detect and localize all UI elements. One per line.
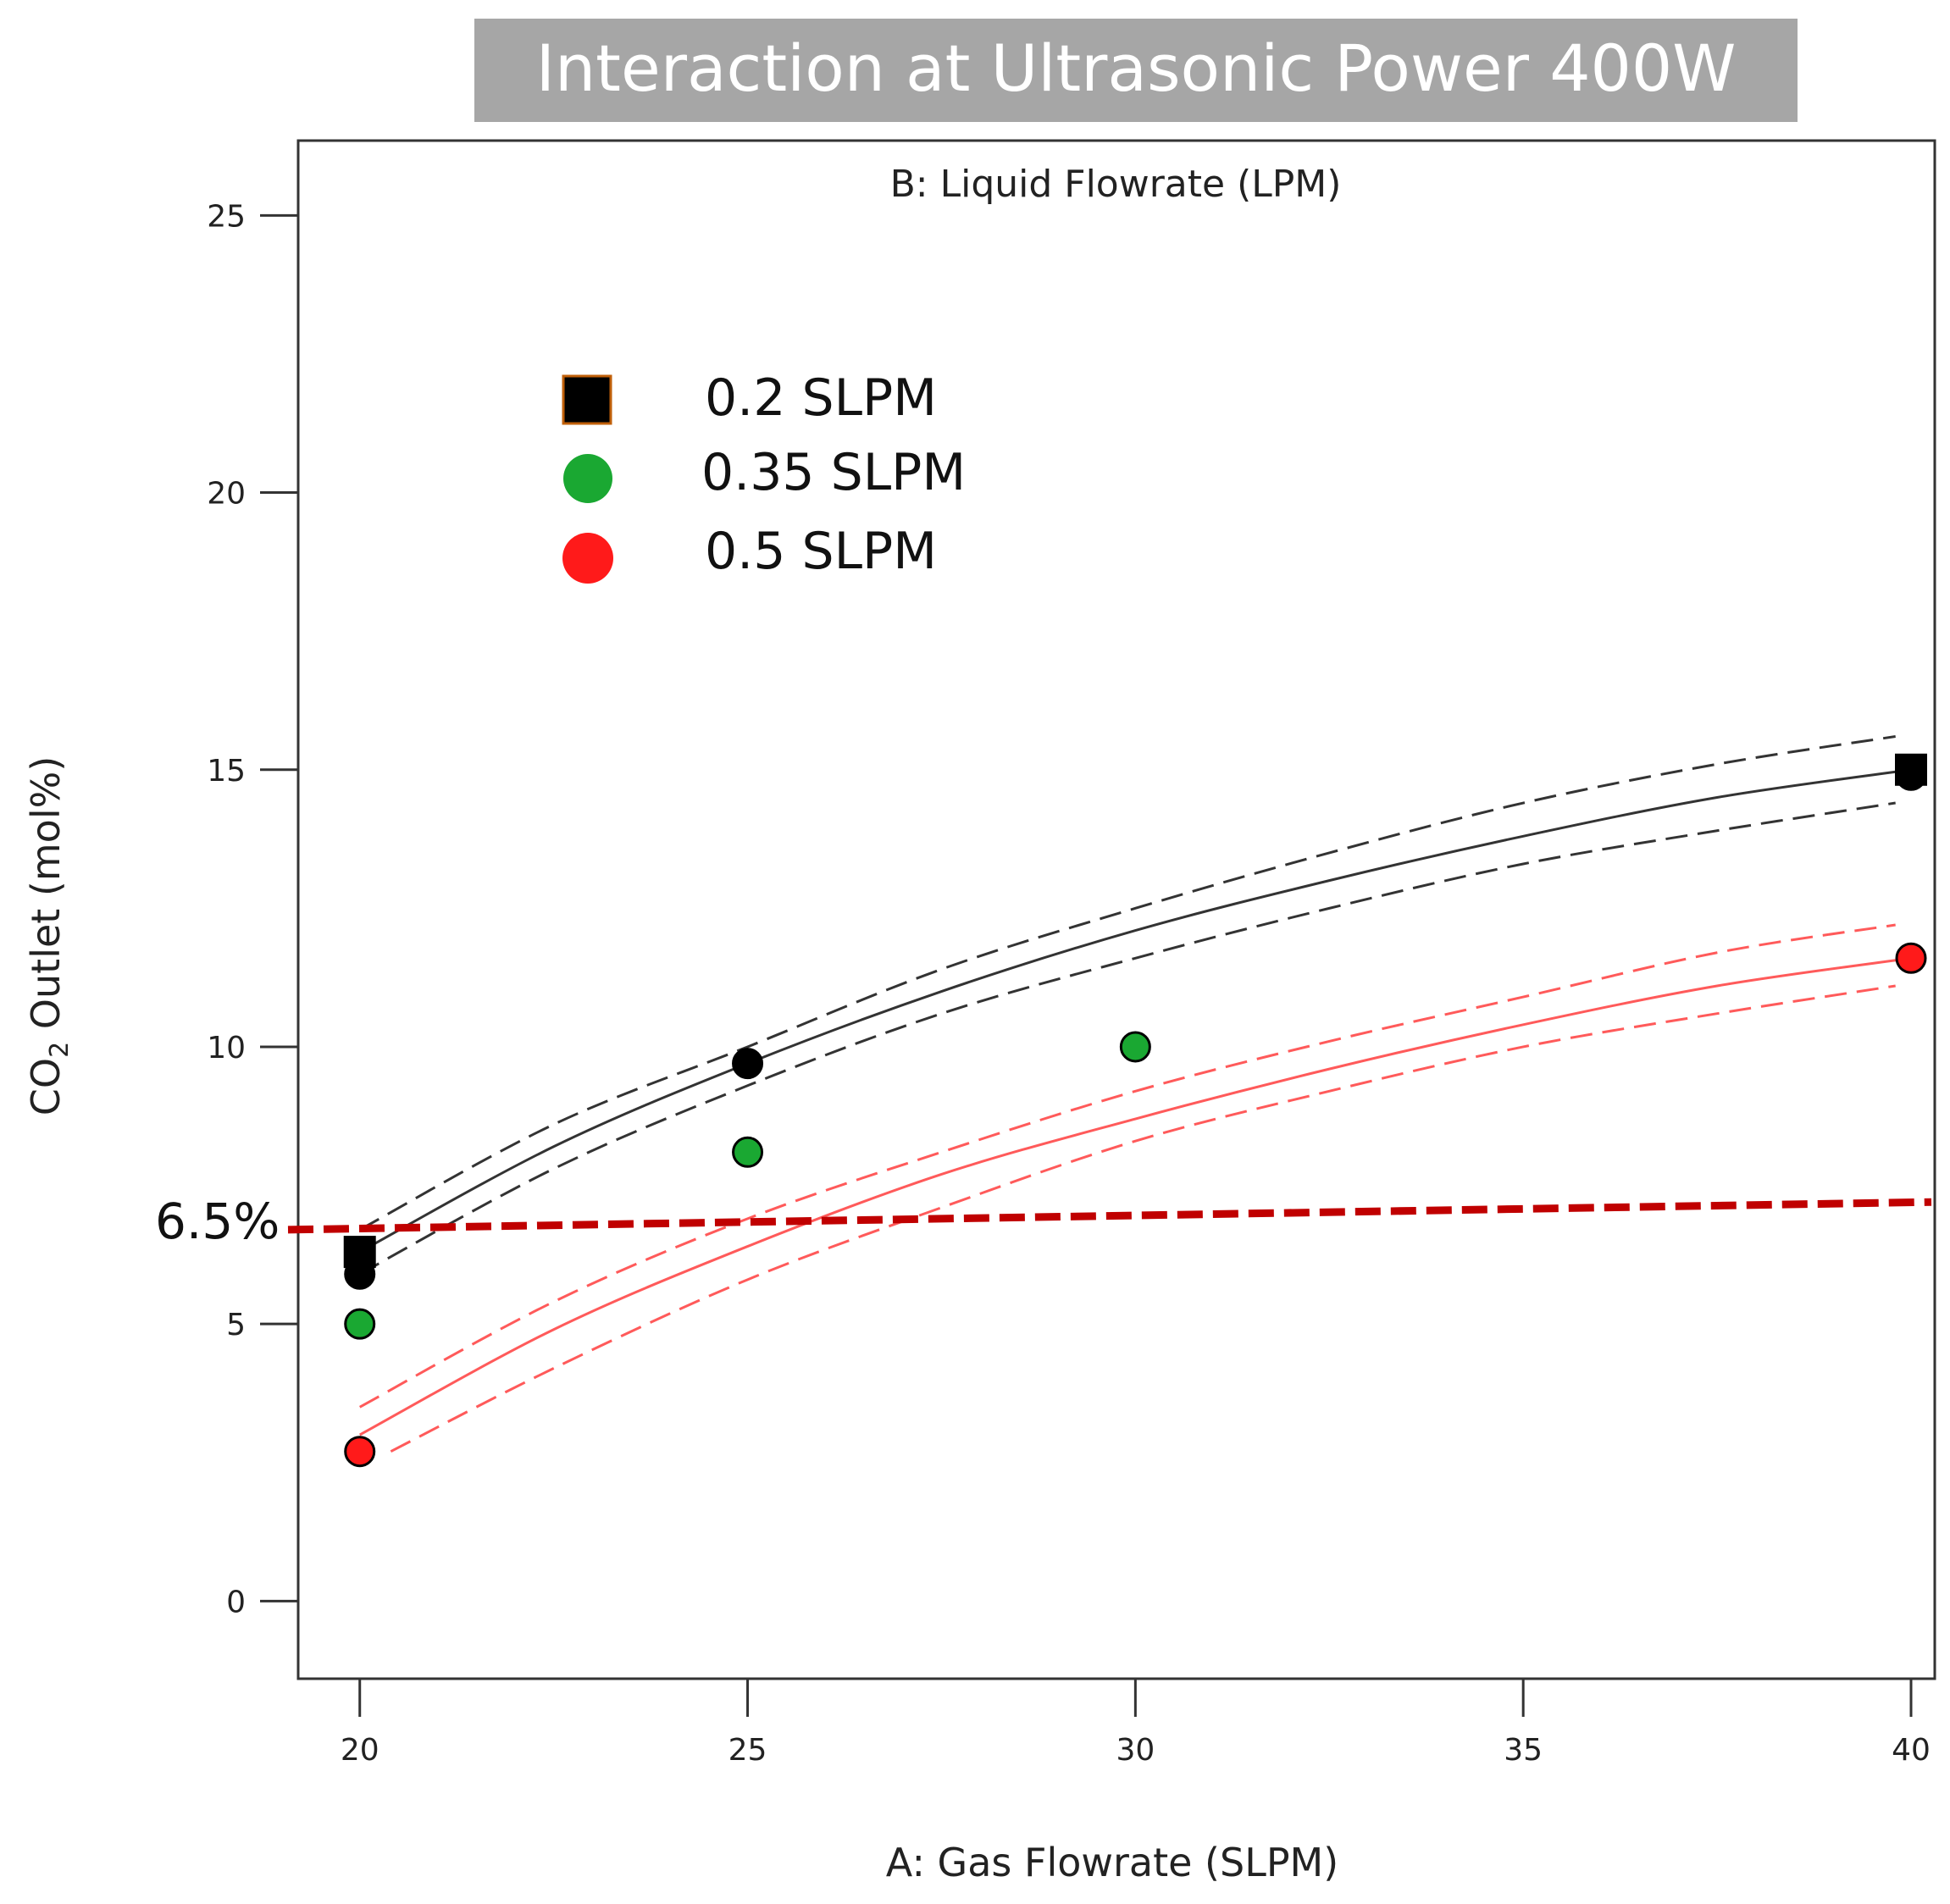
y-tick-label-25: 25: [207, 199, 246, 234]
point-black-circle-1: [344, 1258, 376, 1290]
x-axis-label: A: Gas Flowrate (SLPM): [886, 1840, 1338, 1885]
point-black-circle-4: [1895, 759, 1927, 791]
title-banner: [474, 19, 1798, 122]
ci-upper-black: [359, 735, 1896, 1232]
point-red-circle-1: [1895, 942, 1927, 974]
y-tick-label-10: 10: [207, 1031, 246, 1065]
y-tick-label-15: 15: [207, 754, 246, 789]
fit-lines: [359, 735, 1912, 1453]
chart-title: Interaction at Ultrasonic Power 400W: [536, 30, 1737, 106]
data-points: [343, 753, 1927, 1468]
y-axis-label-main: CO: [23, 1058, 69, 1115]
x-tick-label-25: 25: [728, 1733, 767, 1768]
plot-subtitle: B: Liquid Flowrate (LPM): [890, 163, 1342, 206]
y-tick-label-20: 20: [207, 477, 246, 512]
point-green-circle-0: [344, 1308, 376, 1340]
point-green-circle-2: [1119, 1031, 1151, 1063]
legend-marker-green-circle: [563, 454, 612, 503]
threshold-line: [287, 1198, 1932, 1234]
y-axis-label-rest: Outlet (mol%): [23, 756, 69, 1042]
x-tick-label-30: 30: [1116, 1733, 1155, 1768]
fit-line-black: [359, 768, 1912, 1254]
legend-marker-square: [562, 374, 612, 425]
legend-marker-red-circle: [562, 533, 613, 584]
threshold-label: 6.5%: [155, 1193, 280, 1250]
legend: 0.2 SLPM 0.35 SLPM 0.5 SLPM: [562, 368, 966, 584]
y-tick-label-0: 0: [226, 1585, 246, 1619]
ci-lower-black: [359, 801, 1896, 1276]
y-tick-label-5: 5: [226, 1308, 246, 1342]
legend-label-0-35: 0.35 SLPM: [701, 443, 966, 502]
x-tick-label-20: 20: [341, 1733, 379, 1768]
plot-frame: [296, 139, 1936, 1680]
y-axis-label-subscript: 2: [45, 1042, 75, 1058]
y-axis-label: CO2 Outlet (mol%): [23, 756, 75, 1116]
legend-label-0-5: 0.5 SLPM: [705, 522, 937, 581]
legend-label-0-2: 0.2 SLPM: [705, 368, 937, 428]
axes: 0 5 10 15 20 25 20 25 30 35 40: [207, 199, 1931, 1768]
ci-lower-red: [390, 984, 1896, 1453]
point-green-circle-1: [732, 1136, 764, 1168]
ci-upper-red: [359, 923, 1896, 1409]
threshold-line-group: [287, 1198, 1932, 1234]
point-black-circle-2: [732, 1048, 764, 1080]
fit-line-red: [359, 956, 1912, 1436]
point-red-circle-0: [344, 1436, 376, 1468]
x-tick-label-35: 35: [1504, 1733, 1543, 1768]
x-tick-label-40: 40: [1892, 1733, 1931, 1768]
